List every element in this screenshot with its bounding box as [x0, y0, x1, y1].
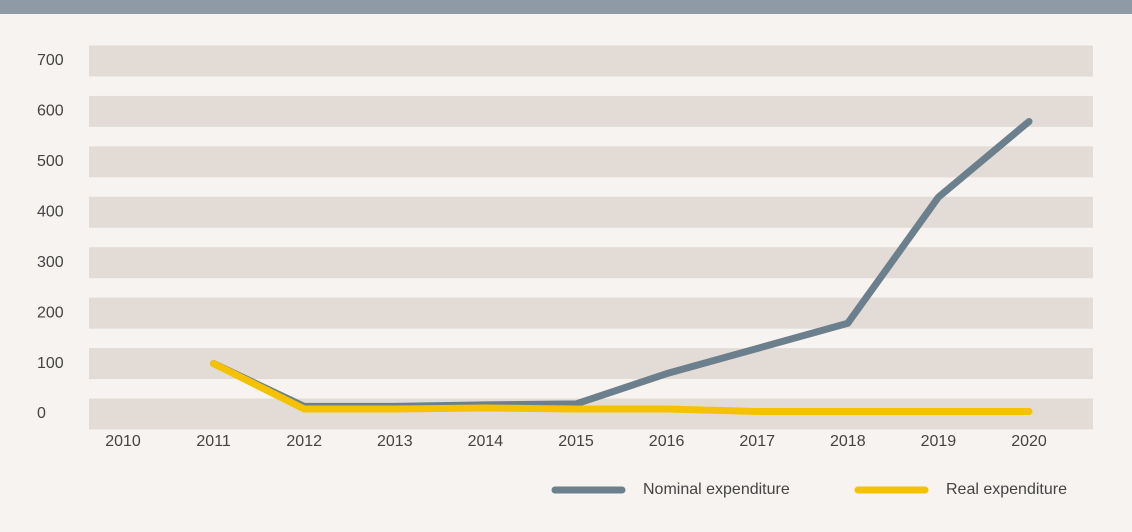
x-tick-label: 2010	[105, 433, 141, 450]
x-tick-label: 2012	[286, 433, 322, 450]
x-tick-label: 2014	[468, 433, 504, 450]
legend-label: Real expenditure	[946, 481, 1067, 498]
x-tick-label: 2016	[649, 433, 685, 450]
y-tick-label: 600	[37, 103, 64, 120]
grid-band	[89, 297, 1093, 329]
lines	[210, 118, 1033, 415]
x-tick-label: 2020	[1011, 433, 1047, 450]
x-tick-label: 2011	[196, 433, 231, 450]
y-tick-label: 500	[37, 153, 64, 170]
x-tick-label: 2019	[921, 433, 957, 450]
grid-band	[89, 45, 1093, 77]
grid-band	[89, 348, 1093, 380]
x-tick-label: 2015	[558, 433, 594, 450]
x-tick-label: 2013	[377, 433, 413, 450]
x-tick-label: 2018	[830, 433, 866, 450]
x-tick-label: 2017	[739, 433, 775, 450]
y-tick-label: 700	[37, 52, 64, 69]
y-tick-label: 100	[37, 355, 64, 372]
y-tick-label: 400	[37, 204, 64, 221]
grid-band	[89, 95, 1093, 127]
grid-band	[89, 196, 1093, 228]
y-tick-label: 0	[37, 405, 46, 422]
y-tick-label: 200	[37, 304, 64, 321]
header-bar	[0, 0, 1132, 14]
series-line	[210, 360, 1033, 415]
y-tick-label: 300	[37, 254, 64, 271]
grid-band	[89, 146, 1093, 178]
legend-label: Nominal expenditure	[643, 481, 790, 498]
grid-band	[89, 247, 1093, 279]
